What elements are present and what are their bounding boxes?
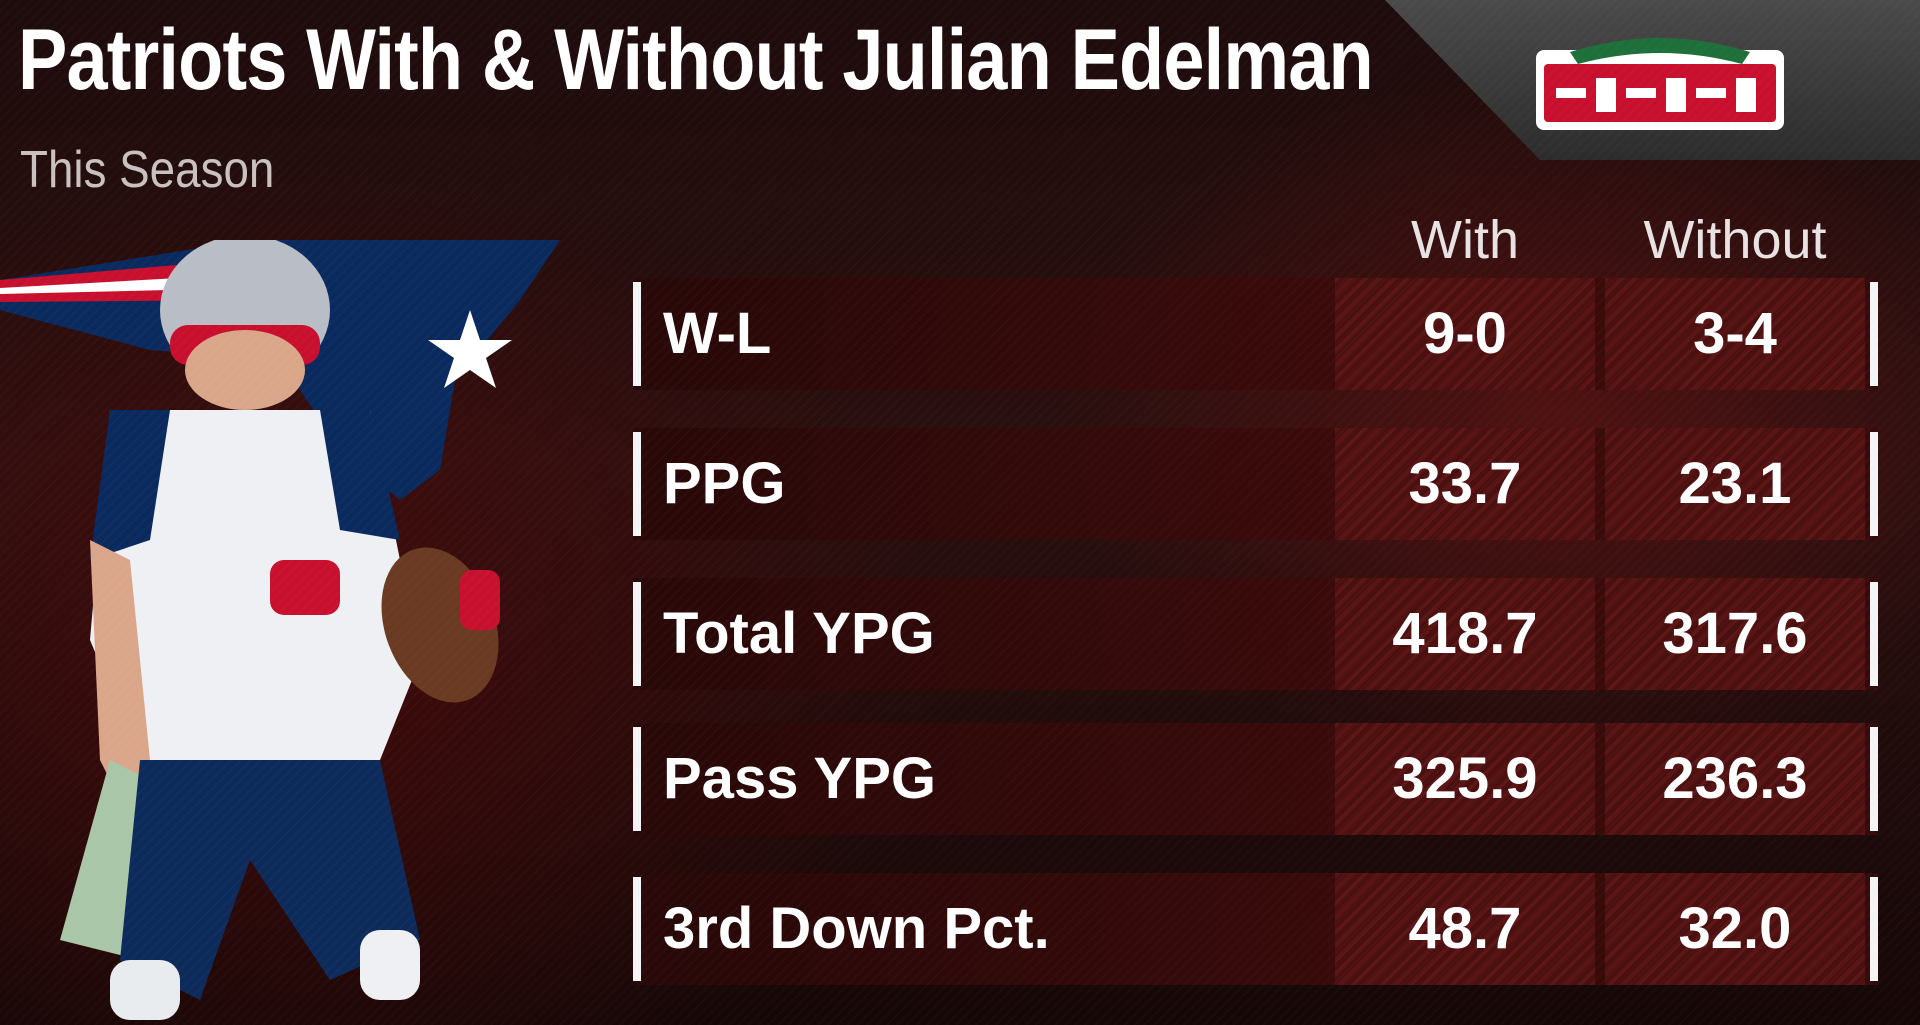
row-left-bar [633, 432, 641, 536]
cell-with: 9-0 [1335, 278, 1595, 390]
table-row-ppg: PPG 33.7 23.1 [633, 428, 1878, 540]
cell-with: 33.7 [1335, 428, 1595, 540]
cell-without: 236.3 [1605, 723, 1865, 835]
row-right-bar [1870, 432, 1878, 536]
cell-with: 325.9 [1335, 723, 1595, 835]
row-label: Total YPG [663, 601, 935, 666]
table-row-wl: W-L 9-0 3-4 [633, 278, 1878, 390]
cell-without: 317.6 [1605, 578, 1865, 690]
row-right-bar [1870, 877, 1878, 981]
row-label: W-L [663, 301, 772, 366]
table-row-3rd-down-pct: 3rd Down Pct. 48.7 32.0 [633, 873, 1878, 985]
table-row-total-ypg: Total YPG 418.7 317.6 [633, 578, 1878, 690]
column-header-with: With [1411, 210, 1519, 270]
player-figure-icon [0, 240, 580, 1025]
table-row-pass-ypg: Pass YPG 325.9 236.3 [633, 723, 1878, 835]
row-left-bar [633, 877, 641, 981]
row-left-bar [633, 727, 641, 831]
row-label: 3rd Down Pct. [663, 896, 1050, 961]
row-label: PPG [663, 451, 786, 516]
cell-with: 48.7 [1335, 873, 1595, 985]
row-left-bar [633, 282, 641, 386]
page-subtitle: This Season [20, 141, 275, 199]
row-right-bar [1870, 282, 1878, 386]
cell-without: 32.0 [1605, 873, 1865, 985]
cell-without: 3-4 [1605, 278, 1865, 390]
page-title: Patriots With & Without Julian Edelman [18, 12, 1374, 108]
row-left-bar [633, 582, 641, 686]
cell-without: 23.1 [1605, 428, 1865, 540]
row-label: Pass YPG [663, 746, 937, 811]
row-right-bar [1870, 727, 1878, 831]
row-right-bar [1870, 582, 1878, 686]
column-header-without: Without [1643, 210, 1827, 270]
papa-johns-logo-icon [1530, 28, 1790, 136]
cell-with: 418.7 [1335, 578, 1595, 690]
